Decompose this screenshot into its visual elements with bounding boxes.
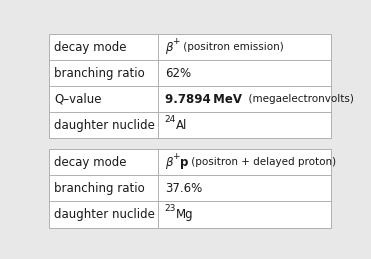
Bar (49, 149, 331, 227)
Bar (49, 149, 331, 227)
Text: branching ratio: branching ratio (54, 67, 145, 80)
Text: daughter nuclide: daughter nuclide (54, 208, 155, 221)
Text: 24: 24 (165, 115, 176, 124)
Text: +: + (172, 152, 180, 161)
Text: p: p (180, 156, 188, 169)
Text: (megaelectronvolts): (megaelectronvolts) (242, 94, 354, 104)
Text: decay mode: decay mode (54, 41, 127, 54)
Bar (49, 34, 331, 138)
Text: +: + (172, 37, 180, 46)
Text: branching ratio: branching ratio (54, 182, 145, 195)
Text: Mg: Mg (176, 208, 194, 221)
Text: 62%: 62% (165, 67, 191, 80)
Text: Q–value: Q–value (54, 93, 102, 106)
Text: (positron + delayed proton): (positron + delayed proton) (188, 157, 336, 167)
Text: daughter nuclide: daughter nuclide (54, 119, 155, 132)
Text: decay mode: decay mode (54, 156, 127, 169)
Text: Al: Al (176, 119, 187, 132)
Bar (49, 34, 331, 138)
Text: 9.7894 MeV: 9.7894 MeV (165, 93, 242, 106)
Text: (positron emission): (positron emission) (180, 42, 283, 52)
Text: 23: 23 (165, 204, 176, 213)
Text: β: β (165, 41, 172, 54)
Text: 37.6%: 37.6% (165, 182, 202, 195)
Text: β: β (165, 156, 172, 169)
